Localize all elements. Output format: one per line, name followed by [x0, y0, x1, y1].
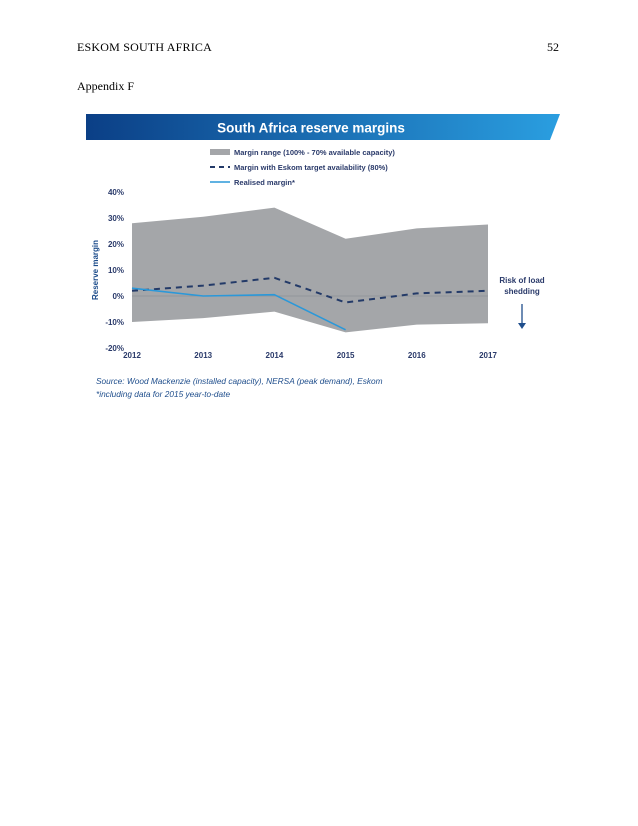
y-tick-label: 0%	[112, 292, 124, 301]
legend-label-band: Margin range (100% - 70% available capac…	[234, 148, 395, 157]
title-banner	[86, 114, 560, 140]
legend-label-realised: Realised margin*	[234, 178, 295, 187]
x-tick-label: 2012	[123, 351, 141, 360]
x-tick-label: 2016	[408, 351, 426, 360]
reserve-margin-chart-figure: South Africa reserve margins Margin rang…	[86, 112, 564, 412]
x-tick-label: 2013	[194, 351, 212, 360]
risk-annotation: Risk of load shedding	[499, 276, 545, 329]
down-arrow-head-icon	[518, 323, 526, 329]
chart-svg: South Africa reserve margins Margin rang…	[86, 114, 560, 399]
chart-source: Source: Wood Mackenzie (installed capaci…	[96, 376, 383, 386]
legend-label-dashed: Margin with Eskom target availability (8…	[234, 163, 388, 172]
legend-swatch-band	[210, 149, 230, 155]
x-tick-label: 2015	[337, 351, 355, 360]
margin-range-band	[132, 207, 488, 333]
appendix-title: Appendix F	[77, 79, 134, 93]
legend: Margin range (100% - 70% available capac…	[210, 148, 395, 187]
y-tick-label: -10%	[105, 318, 124, 327]
y-tick-label: 10%	[108, 266, 124, 275]
y-tick-label: 30%	[108, 214, 124, 223]
running-head: ESKOM SOUTH AFRICA	[77, 40, 212, 54]
target-availability-line	[131, 276, 489, 304]
y-tick-label: 40%	[108, 188, 124, 197]
y-tick-label: -20%	[105, 344, 124, 353]
chart-title: South Africa reserve margins	[217, 121, 405, 136]
risk-annotation-line1: Risk of load	[499, 276, 544, 285]
x-tick-label: 2017	[479, 351, 497, 360]
realised-margin-line	[131, 287, 346, 331]
chart-footnote: *including data for 2015 year-to-date	[96, 389, 230, 399]
page-number: 52	[547, 40, 559, 54]
risk-annotation-line2: shedding	[504, 287, 540, 296]
y-axis-label: Reserve margin	[91, 240, 100, 300]
x-tick-label: 2014	[266, 351, 284, 360]
y-tick-label: 20%	[108, 240, 124, 249]
